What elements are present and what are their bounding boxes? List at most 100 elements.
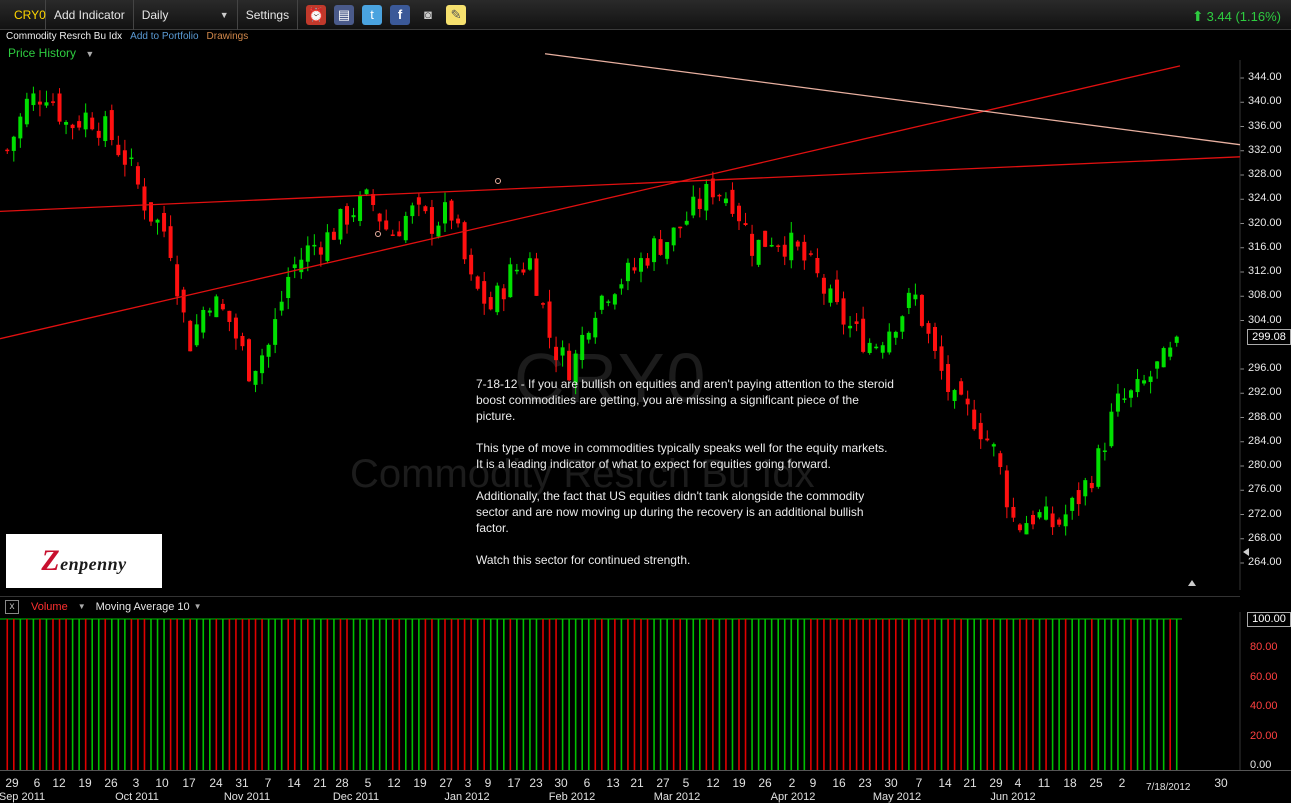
price-tick-label: 276.00 [1248, 483, 1282, 496]
candle-body [482, 281, 487, 304]
date-tick-label: 16 [832, 776, 846, 790]
close-panel-button[interactable]: x [5, 599, 19, 614]
price-tick-label: 332.00 [1248, 143, 1282, 156]
candle-body [821, 277, 826, 294]
date-tick-label: 19 [78, 776, 92, 790]
candle-body [64, 122, 69, 125]
drawings-link[interactable]: Drawings [206, 31, 249, 42]
price-tick-label: 284.00 [1248, 434, 1282, 447]
add-to-portfolio-link[interactable]: Add to Portfolio [130, 31, 199, 42]
candle-body [1076, 490, 1081, 505]
settings-button[interactable]: Settings [238, 0, 299, 30]
candle-body [279, 301, 284, 311]
price-tick-label: 308.00 [1248, 289, 1282, 302]
add-indicator-button[interactable]: Add Indicator [46, 0, 134, 30]
candle-body [998, 453, 1003, 468]
interval-value: Daily [141, 7, 169, 22]
candle-body [109, 110, 114, 141]
date-tick-label: 6 [33, 776, 41, 790]
volume-tick-label: 80.00 [1250, 641, 1278, 654]
candle-body [547, 301, 552, 338]
candle-body [658, 239, 663, 255]
candle-body [521, 269, 526, 273]
interval-select[interactable]: Daily ▼ [134, 0, 238, 30]
price-tick-label: 316.00 [1248, 240, 1282, 253]
candle-body [1135, 379, 1140, 393]
date-tick-label: 12 [52, 776, 66, 790]
candle-body [586, 332, 591, 340]
volume-panel-header: x Volume ▼ Moving Average 10 ▼ [0, 596, 1240, 616]
candle-body [24, 98, 29, 125]
candle-body [90, 117, 95, 130]
candle-body [919, 294, 924, 326]
candle-body [416, 197, 421, 205]
date-tick-label: 25 [1089, 776, 1103, 790]
sticky-note-icon[interactable]: ✎ [446, 4, 467, 25]
candle-body [175, 264, 180, 297]
candle-body [710, 178, 715, 198]
candle-body [1129, 390, 1133, 398]
candle-body [704, 183, 709, 211]
candle-body [331, 231, 336, 240]
candle-body [665, 242, 670, 259]
candle-body [220, 303, 225, 310]
date-tick-label: 29 [989, 776, 1003, 790]
scroll-left-icon [1243, 548, 1249, 556]
volume-label[interactable]: Volume [31, 600, 68, 613]
date-tick-label: 27 [656, 776, 670, 790]
symbol-input[interactable]: CRY0 [0, 0, 46, 30]
price-tick-label: 320.00 [1248, 216, 1282, 229]
candle-body [429, 207, 434, 234]
price-tick-label: 312.00 [1248, 265, 1282, 277]
date-tick-label: 18 [1063, 776, 1077, 790]
candle-body [639, 258, 643, 272]
candle-body [514, 269, 519, 272]
candle-body [874, 346, 879, 349]
date-tick-label: 28 [335, 776, 349, 790]
candle-body [619, 284, 624, 289]
candle-body [776, 245, 781, 247]
logo-word: enpenny [60, 554, 127, 574]
candle-body [135, 166, 140, 185]
candle-body [985, 438, 990, 441]
candle-body [5, 149, 10, 152]
candle-body [155, 219, 160, 223]
candle-body [469, 254, 474, 275]
stack-icon[interactable]: ▤ [334, 4, 355, 25]
date-tick-label: 12 [706, 776, 720, 790]
twitter-bird-icon[interactable]: t [362, 4, 383, 25]
moving-average-label[interactable]: Moving Average 10 [95, 600, 190, 613]
candle-body [808, 253, 813, 255]
date-tick-label: 12 [387, 776, 401, 790]
price-change: ⬆ 3.44 (1.16%) [1192, 8, 1281, 25]
candle-body [1050, 513, 1055, 528]
candle-body [606, 301, 611, 303]
candle-body [462, 222, 467, 260]
candle-body [756, 239, 761, 265]
candle-body [305, 245, 310, 262]
camera-icon[interactable]: ◙ [424, 7, 432, 22]
candle-body [541, 303, 545, 305]
candle-body [83, 112, 88, 130]
date-tick-label: 23 [858, 776, 872, 790]
date-tick-label: 19 [413, 776, 427, 790]
candle-body [37, 101, 42, 105]
date-tick-label: 2 [1118, 776, 1126, 790]
candle-body [70, 124, 75, 129]
candle-body [946, 364, 951, 392]
candle-body [292, 264, 297, 269]
candle-body [149, 202, 153, 222]
candle-body [240, 335, 245, 347]
candle-body [1109, 411, 1114, 447]
candle-body [57, 93, 62, 122]
date-tick-label: 9 [484, 776, 492, 790]
candle-body [1011, 506, 1016, 518]
price-history-menu[interactable]: Price History ▼ [8, 46, 94, 60]
candle-body [1155, 361, 1160, 369]
facebook-icon[interactable]: f [390, 4, 411, 25]
alarm-clock-icon[interactable]: ⏰ [306, 4, 327, 25]
candle-body [750, 233, 755, 256]
candle-body [867, 342, 872, 353]
candle-body [501, 288, 506, 300]
